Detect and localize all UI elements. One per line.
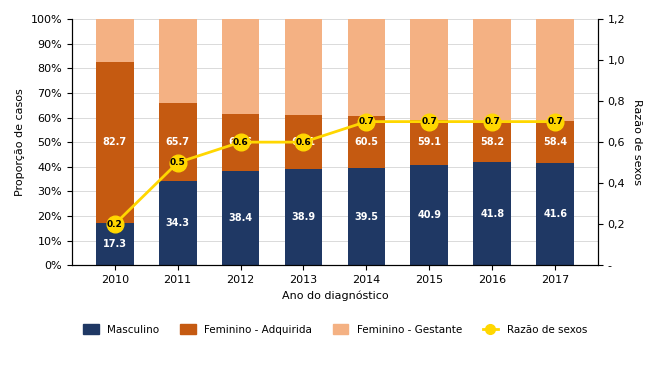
Text: 65.7: 65.7 bbox=[166, 137, 190, 147]
Bar bbox=[96, 62, 133, 223]
Bar bbox=[159, 103, 196, 181]
Text: 0.7: 0.7 bbox=[421, 117, 438, 126]
Text: 61.6: 61.6 bbox=[229, 137, 252, 147]
Text: 82.7: 82.7 bbox=[102, 137, 127, 147]
Bar bbox=[536, 163, 574, 265]
Bar bbox=[411, 120, 448, 165]
Y-axis label: Razão de sexos: Razão de sexos bbox=[632, 99, 642, 185]
Bar bbox=[284, 19, 323, 115]
Y-axis label: Proporção de casos: Proporção de casos bbox=[15, 88, 25, 196]
Text: 60.5: 60.5 bbox=[354, 137, 378, 147]
Bar bbox=[348, 116, 385, 168]
Text: 0.7: 0.7 bbox=[484, 117, 500, 126]
Bar bbox=[96, 19, 133, 62]
Bar bbox=[536, 19, 574, 122]
Text: 17.3: 17.3 bbox=[102, 239, 127, 249]
Bar bbox=[221, 171, 260, 265]
Text: 0.6: 0.6 bbox=[233, 138, 248, 147]
Bar bbox=[159, 19, 196, 103]
Text: 0.5: 0.5 bbox=[170, 158, 185, 167]
Text: 38.4: 38.4 bbox=[229, 213, 252, 223]
Text: 41.8: 41.8 bbox=[480, 209, 505, 219]
X-axis label: Ano do diagnóstico: Ano do diagnóstico bbox=[282, 291, 388, 301]
Text: 0.7: 0.7 bbox=[547, 117, 563, 126]
Bar bbox=[284, 169, 323, 265]
Legend: Masculino, Feminino - Adquirida, Feminino - Gestante, Razão de sexos: Masculino, Feminino - Adquirida, Feminin… bbox=[79, 320, 591, 339]
Text: 39.5: 39.5 bbox=[354, 212, 378, 222]
Bar bbox=[536, 122, 574, 163]
Text: 41.6: 41.6 bbox=[543, 209, 567, 219]
Bar bbox=[221, 19, 260, 114]
Text: 58.2: 58.2 bbox=[480, 137, 505, 147]
Text: 58.4: 58.4 bbox=[543, 137, 567, 147]
Bar bbox=[221, 114, 260, 171]
Text: 61.1: 61.1 bbox=[292, 137, 315, 147]
Bar bbox=[411, 19, 448, 120]
Bar bbox=[96, 223, 133, 265]
Bar bbox=[411, 165, 448, 265]
Bar bbox=[284, 115, 323, 169]
Bar bbox=[159, 181, 196, 265]
Bar bbox=[348, 19, 385, 116]
Text: 0.2: 0.2 bbox=[107, 220, 123, 229]
Text: 0.7: 0.7 bbox=[359, 117, 374, 126]
Bar bbox=[474, 162, 511, 265]
Bar bbox=[474, 19, 511, 122]
Text: 59.1: 59.1 bbox=[417, 137, 442, 147]
Bar bbox=[474, 122, 511, 162]
Text: 0.6: 0.6 bbox=[296, 138, 311, 147]
Bar bbox=[348, 168, 385, 265]
Text: 34.3: 34.3 bbox=[166, 218, 190, 228]
Text: 38.9: 38.9 bbox=[292, 212, 315, 222]
Text: 40.9: 40.9 bbox=[417, 210, 442, 220]
